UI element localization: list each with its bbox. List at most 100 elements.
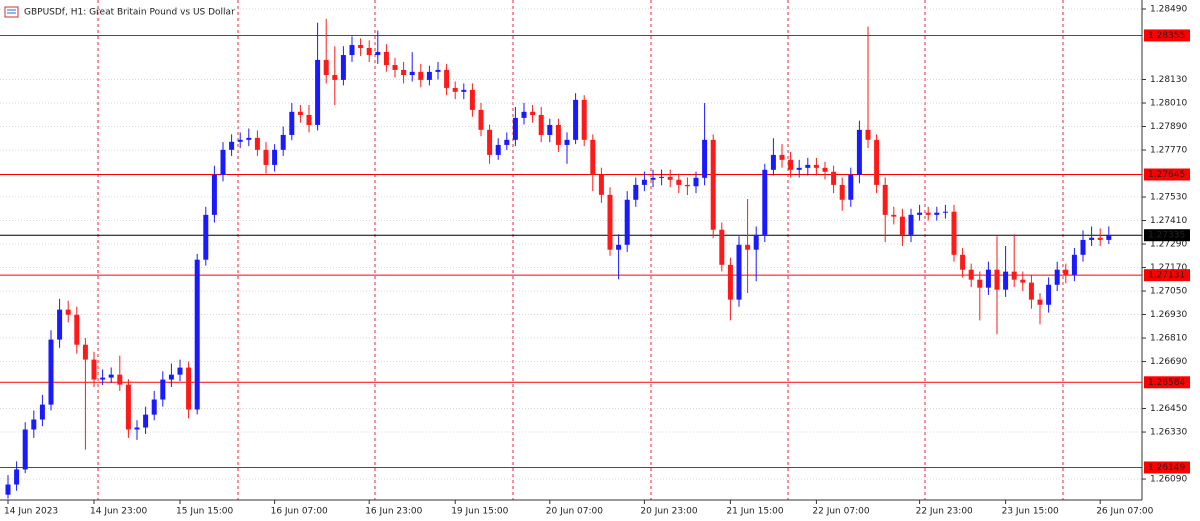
candle-body [899, 216, 905, 235]
candle-body [1097, 237, 1103, 240]
candle-body [684, 184, 690, 187]
candle-body [1020, 279, 1026, 283]
candle-body [607, 194, 613, 250]
symbol-icon [4, 6, 19, 18]
candle-body [891, 214, 897, 217]
candle-body [1028, 282, 1034, 300]
y-tick-label: 1.26450 [1150, 404, 1187, 414]
candle-body [14, 469, 20, 485]
candle-body [951, 211, 957, 255]
candle-body [770, 154, 776, 170]
candle-body [151, 399, 157, 415]
candle-body [762, 169, 768, 235]
candle-body [1046, 284, 1052, 305]
candle-body [194, 259, 200, 410]
candle-body [272, 149, 278, 165]
candle-body [375, 51, 381, 56]
y-tick-label: 1.26810 [1150, 334, 1187, 344]
candle-body [461, 89, 467, 92]
candle-body [487, 129, 493, 155]
level-tag [1144, 229, 1190, 242]
candle-body [117, 374, 123, 385]
candle-body [246, 137, 252, 140]
y-tick-label: 1.27170 [1150, 263, 1187, 273]
candle-body [555, 124, 561, 145]
candle-body [1080, 239, 1086, 255]
candle-body [942, 211, 948, 213]
candle-body [779, 154, 785, 160]
level-tag [1144, 376, 1190, 389]
x-tick-label: 15 Jun 15:00 [176, 507, 233, 517]
candle-body [332, 75, 338, 80]
candle-body [315, 59, 321, 125]
candle-body [495, 144, 501, 155]
candle-body [908, 214, 914, 235]
candle-body [538, 114, 544, 135]
candle-body [994, 269, 1000, 290]
candle-body [598, 174, 604, 195]
level-label: 1.27645 [1148, 170, 1185, 180]
y-tick-label: 1.27770 [1150, 146, 1187, 156]
candle-body [229, 141, 235, 150]
candle-body [641, 179, 647, 185]
candle-body [143, 414, 149, 428]
candle-body [323, 59, 329, 76]
candle-body [856, 129, 862, 175]
candle-body [633, 184, 639, 200]
candle-body [57, 309, 63, 340]
candle-body [349, 45, 355, 56]
candle-body [676, 179, 682, 185]
candle-body [280, 134, 286, 150]
candle-body [1089, 237, 1095, 240]
y-tick-label: 1.26090 [1150, 475, 1187, 485]
y-tick-label: 1.26330 [1150, 428, 1187, 438]
candle-body [1037, 299, 1043, 305]
candle-body [168, 374, 174, 380]
candle-body [478, 109, 484, 130]
candle-body [702, 139, 708, 178]
candle-body [573, 99, 579, 140]
day-separators [97, 0, 1064, 500]
candle-body [805, 164, 811, 168]
candle-body [736, 244, 742, 300]
candle-body [91, 359, 97, 380]
candle-body [254, 137, 260, 150]
candle-body [512, 117, 518, 140]
candle-body [659, 176, 665, 178]
candle-body [745, 244, 751, 250]
x-tick-label: 20 Jun 23:00 [640, 507, 697, 517]
y-tick-label: 1.27530 [1150, 193, 1187, 203]
candle-body [263, 149, 269, 165]
candle-body [504, 139, 510, 145]
candle-body [788, 159, 794, 170]
candle-body [547, 124, 553, 135]
candle-body [392, 65, 398, 70]
candle-body [753, 234, 759, 250]
candle-body [960, 254, 966, 270]
candle-body [5, 484, 11, 495]
candle-body [925, 212, 931, 215]
candle-body [289, 111, 295, 135]
candle-body [108, 374, 114, 378]
x-tick-label: 26 Jun 07:00 [1096, 507, 1153, 517]
candle-body [530, 111, 536, 115]
candle-body [667, 176, 673, 180]
x-tick-label: 19 Jun 15:00 [451, 507, 508, 517]
level-tag [1144, 461, 1190, 474]
axis-labels: 1.28490 1.28130 1.28010 1.27890 1.27770 1.275… [4, 5, 1190, 517]
candle-body [211, 174, 217, 215]
x-tick-label: 21 Jun 15:00 [726, 507, 783, 517]
candle-body [177, 367, 183, 375]
x-tick-label: 16 Jun 23:00 [365, 507, 422, 517]
candle-body [418, 71, 424, 80]
x-tick-label: 14 Jun 23:00 [90, 507, 147, 517]
candle-body [31, 419, 37, 430]
candle-body [650, 177, 656, 180]
candle-body [469, 89, 475, 110]
candle-body [426, 71, 432, 80]
candle-body [237, 139, 243, 142]
candle-body [366, 47, 372, 56]
